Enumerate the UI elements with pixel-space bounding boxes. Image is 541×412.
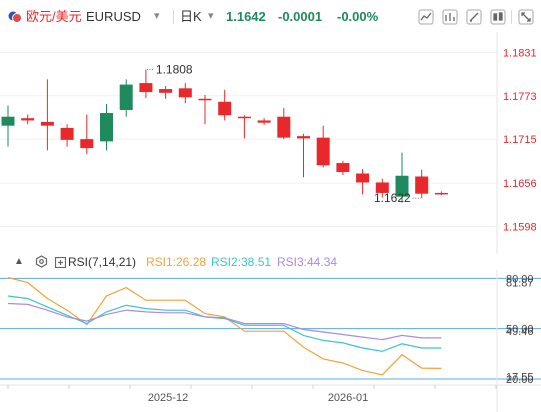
rsi-label: RSI(7,14,21) <box>68 254 136 270</box>
rsi-level-label: 50.00 <box>506 324 534 336</box>
compare-icon[interactable] <box>442 9 458 25</box>
candle-body <box>198 98 212 101</box>
toolbar-divider <box>511 10 512 24</box>
symbol-dropdown-icon[interactable]: ▾ <box>154 10 160 22</box>
collapse-icon[interactable]: ▲ <box>14 256 24 267</box>
date-axis-label: 2025-12 <box>148 392 188 404</box>
price-axis-label: 1.1656 <box>503 178 537 190</box>
date-axis-label: 2026-01 <box>328 392 368 404</box>
interval-selector[interactable]: 日K <box>180 9 202 24</box>
annotation-low-label: 1.1622 <box>374 191 411 205</box>
rsi-value-label: 17.55 <box>506 371 534 383</box>
fullscreen-icon[interactable] <box>518 9 534 25</box>
rsi3-value: RSI3:44.34 <box>277 255 338 269</box>
price-axis-label: 1.1831 <box>503 47 537 59</box>
candle-body <box>297 136 310 139</box>
candle-body <box>80 139 94 149</box>
flag-icon <box>8 10 24 26</box>
candle-body <box>178 88 192 98</box>
rsi-level-label: 20.00 <box>506 374 534 386</box>
draw-icon[interactable] <box>466 9 482 25</box>
price-axis-label: 1.1598 <box>503 222 537 234</box>
candle-body <box>1 116 15 126</box>
price-chart[interactable]: 1.1831 1.1773 1.1715 1.1656 1.1598 1.1808 1.1… <box>0 32 541 254</box>
rsi-params: (7,14,21) <box>88 255 137 269</box>
candle-body <box>257 120 271 123</box>
rsi-value-label: 81.87 <box>506 278 534 290</box>
candle-body <box>415 176 429 194</box>
candle-body <box>237 116 251 119</box>
indicator-toggle-icon[interactable] <box>54 256 67 272</box>
candle-body <box>119 84 133 110</box>
candle-body <box>434 192 448 195</box>
candle-body <box>40 121 54 126</box>
chart-toolbar: 欧元/美元 EURUSD ▾ 日K ▾ 1.1642 -0.0001 -0.00… <box>0 0 541 33</box>
annotation-high-label: 1.1808 <box>156 63 193 77</box>
symbol-code[interactable]: EURUSD <box>86 9 141 24</box>
chart-type-icon[interactable] <box>418 9 434 25</box>
rsi1-value: RSI1:26.28 <box>146 255 207 269</box>
candle-body <box>159 89 173 93</box>
candle-body <box>356 173 370 183</box>
settings-icon[interactable] <box>35 255 48 272</box>
toolbar-divider <box>173 10 174 24</box>
symbol-name[interactable]: 欧元/美元 <box>26 9 82 24</box>
candle-body <box>316 137 330 166</box>
candle-body <box>395 175 409 197</box>
candle-body <box>277 116 291 138</box>
price-change: -0.0001 <box>278 9 323 24</box>
rsi-chart[interactable]: 80.00 50.00 20.00 81.87 49.46 17.55 2025-12 20… <box>0 270 541 412</box>
indicators-icon[interactable] <box>490 9 506 25</box>
rsi-value-label: 49.46 <box>506 326 534 338</box>
candle-body <box>100 112 113 142</box>
candle-body <box>139 83 153 93</box>
price-axis-label: 1.1773 <box>503 91 537 103</box>
rsi-level-label: 80.00 <box>506 273 534 285</box>
rsi3-line <box>7 302 442 341</box>
price-change-percent: -0.00% <box>337 9 379 24</box>
rsi-name: RSI <box>68 255 89 269</box>
price-axis-label: 1.1715 <box>503 134 537 146</box>
current-price: 1.1642 <box>226 9 266 24</box>
candle-body <box>375 182 389 193</box>
candle-body <box>60 127 74 140</box>
candle-body <box>21 118 35 121</box>
candle-body <box>336 163 350 173</box>
candle-body <box>218 101 232 116</box>
rsi2-value: RSI2:38.51 <box>211 255 272 269</box>
rsi2-line <box>7 295 442 352</box>
interval-dropdown-icon[interactable]: ▾ <box>208 10 214 22</box>
rsi-legend: ▲ RSI(7,14,21) RSI1:26.28 RSI2:38.51 RSI… <box>0 254 541 270</box>
